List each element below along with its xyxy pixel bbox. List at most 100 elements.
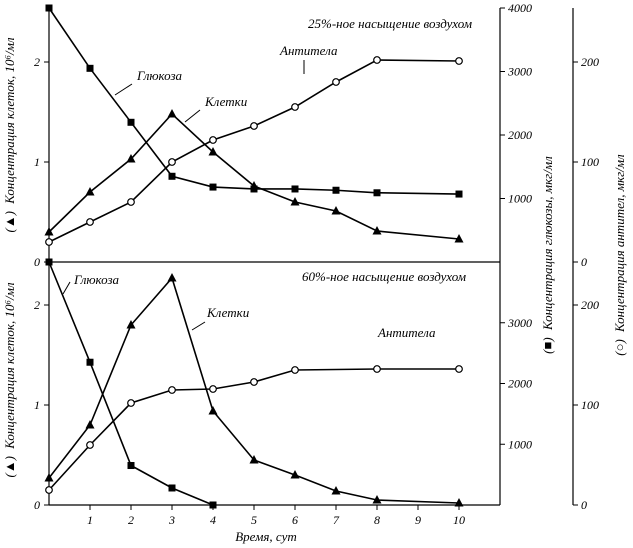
glucose-point (373, 189, 381, 197)
glucose-point (168, 172, 176, 180)
cells-point (454, 234, 464, 243)
glucose-point (86, 64, 94, 72)
cells-tick-label: 2 (34, 55, 40, 69)
glucose-point (127, 462, 135, 470)
glucose-tick-label: 2000 (508, 377, 532, 391)
bottom-cells-line (48, 276, 460, 504)
x-tick-label: 1 (87, 513, 93, 527)
cells-point (249, 181, 259, 190)
glucose-point (168, 484, 176, 492)
antibody-tick-label: 200 (581, 55, 599, 69)
cells-point (249, 455, 259, 464)
antibody-point (291, 103, 299, 111)
x-tick-label: 10 (453, 513, 465, 527)
cells-point (372, 226, 382, 235)
antibody-point (45, 238, 53, 246)
glucose-point (45, 4, 53, 12)
top-glucose-label: Глюкоза (136, 68, 183, 83)
antibody-tick-label: 100 (581, 398, 599, 412)
cells-point (331, 486, 341, 495)
cells-point (167, 273, 177, 282)
x-tick-label: 6 (292, 513, 298, 527)
cells-axis-title-top: (▲) Концентрация клеток, 10⁶/мл (2, 37, 17, 232)
x-tick-label: 8 (374, 513, 380, 527)
glucose-tick-label: 3000 (507, 65, 532, 79)
cells-point (331, 206, 341, 215)
cells-point (454, 498, 464, 507)
antibody-point (45, 486, 53, 494)
glucose-point (209, 501, 217, 509)
bottom-antibody-line (48, 368, 459, 491)
antibody-point (373, 56, 381, 64)
label-leaders (62, 60, 305, 331)
antibody-point (168, 386, 176, 394)
antibody-tick-label: 100 (581, 155, 599, 169)
antibody-tick-label: 0 (581, 498, 587, 512)
antibody-point (455, 365, 463, 373)
cells-tick-label: 0 (34, 255, 40, 269)
antibody-axis-title: (○) Концентрация антител, мкг/мл (612, 154, 627, 356)
cells-tick-label: 1 (34, 155, 40, 169)
glucose-tick-label: 2000 (508, 128, 532, 142)
glucose-tick-label: 1000 (508, 192, 532, 206)
antibody-point (127, 399, 135, 407)
glucose-tick-label: 4000 (508, 1, 532, 15)
antibody-point (250, 122, 258, 130)
glucose-point (86, 358, 94, 366)
bottom-cells-leader (191, 321, 206, 331)
bottom-glucose-label: Глюкоза (73, 272, 120, 287)
cells-point (85, 420, 95, 429)
cells-point (167, 109, 177, 118)
bottom-panel-annotation: 60%-ное насыщение воздухом (302, 269, 466, 284)
glucose-point (45, 258, 53, 266)
antibody-point (86, 441, 94, 449)
antibody-point (86, 218, 94, 226)
bottom-glucose-leader (62, 281, 71, 295)
x-tick-label: 2 (128, 513, 134, 527)
cells-point (208, 147, 218, 156)
glucose-point (127, 118, 135, 126)
antibody-point (373, 365, 381, 373)
antibody-point (455, 57, 463, 65)
cells-tick-label: 0 (34, 498, 40, 512)
glucose-point (455, 190, 463, 198)
cells-tick-label: 2 (34, 298, 40, 312)
top-glucose-leader (114, 83, 133, 96)
cells-point (85, 187, 95, 196)
glucose-tick-label: 1000 (508, 437, 532, 451)
cells-point (44, 473, 54, 482)
cells-point (290, 197, 300, 206)
bottom-cells-label: Клетки (206, 305, 250, 320)
top-cells-line (48, 112, 460, 240)
antibody-point (168, 158, 176, 166)
cells-point (290, 470, 300, 479)
cells-point (126, 320, 136, 329)
cells-point (126, 154, 136, 163)
x-tick-label: 7 (333, 513, 340, 527)
glucose-axis-title: (■) Концентрация глюкозы, мкг/мл (540, 156, 555, 354)
top-panel-annotation: 25%-ное насыщение воздухом (308, 16, 472, 31)
cells-point (208, 406, 218, 415)
antibody-point (209, 385, 217, 393)
x-axis-title: Время, сут (235, 529, 297, 544)
cells-tick-label: 1 (34, 398, 40, 412)
antibody-point (127, 198, 135, 206)
top-antibody-label: Антитела (279, 43, 338, 58)
x-tick-label: 9 (415, 513, 421, 527)
x-tick-label: 5 (251, 513, 257, 527)
antibody-point (291, 366, 299, 374)
cells-axis-title-bottom: (▲) Концентрация клеток, 10⁶/мл (2, 282, 17, 477)
x-tick-label: 4 (210, 513, 216, 527)
glucose-point (291, 185, 299, 193)
top-cells-label: Клетки (204, 94, 248, 109)
x-tick-label: 3 (168, 513, 175, 527)
tick-layer: 1 2 3 4 5 6 7 8 9 1001210002000300040000100200012… (34, 1, 599, 527)
glucose-point (332, 186, 340, 194)
antibody-tick-label: 200 (581, 298, 599, 312)
glucose-tick-label: 3000 (507, 316, 532, 330)
glucose-point (209, 183, 217, 191)
top-antibody-line (48, 59, 460, 243)
series-layer (44, 4, 464, 509)
cells-point (372, 495, 382, 504)
